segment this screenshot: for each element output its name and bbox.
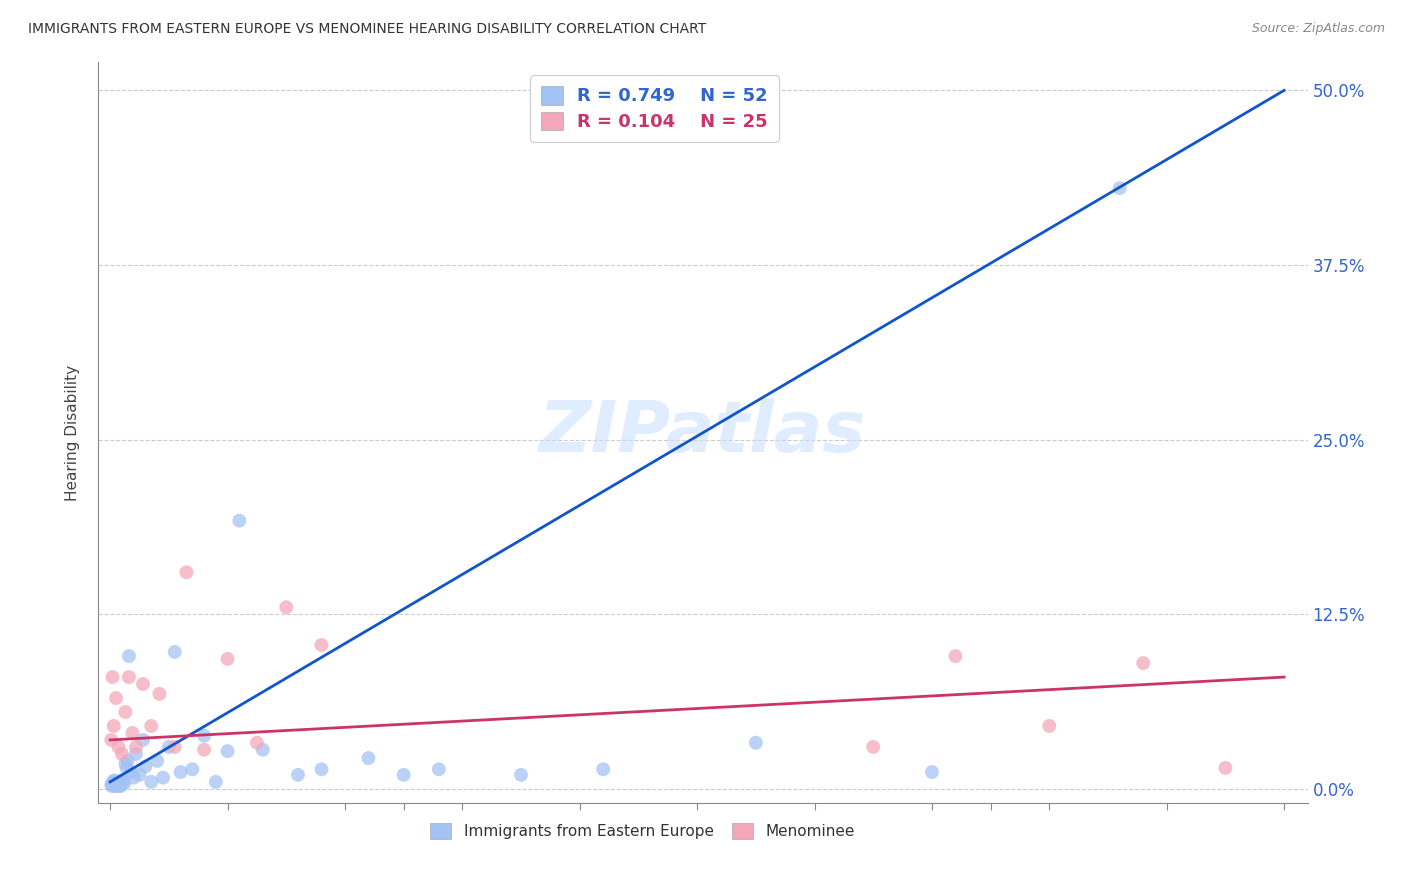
Point — [105, 691, 128, 706]
Point — [111, 773, 134, 788]
Point — [193, 729, 215, 743]
Point — [100, 778, 122, 792]
Point — [105, 776, 128, 790]
Point — [252, 742, 274, 756]
Point — [132, 677, 155, 691]
Point — [1215, 761, 1237, 775]
Point — [181, 762, 204, 776]
Point — [107, 739, 129, 754]
Point — [108, 776, 131, 790]
Point — [105, 775, 128, 789]
Point — [217, 744, 239, 758]
Point — [100, 733, 122, 747]
Point — [1132, 656, 1154, 670]
Point — [121, 726, 143, 740]
Point — [125, 747, 148, 761]
Point — [115, 761, 138, 775]
Point — [110, 779, 132, 793]
Point — [134, 759, 156, 773]
Point — [103, 778, 125, 792]
Point — [101, 775, 124, 789]
Legend: Immigrants from Eastern Europe, Menominee: Immigrants from Eastern Europe, Menomine… — [422, 815, 863, 847]
Text: ZIPatlas: ZIPatlas — [540, 398, 866, 467]
Point — [132, 733, 155, 747]
Point — [104, 776, 127, 790]
Point — [117, 754, 139, 768]
Point — [276, 600, 298, 615]
Point — [141, 719, 163, 733]
Point — [107, 779, 129, 793]
Point — [311, 762, 333, 776]
Point — [862, 739, 884, 754]
Point — [101, 776, 124, 790]
Text: Source: ZipAtlas.com: Source: ZipAtlas.com — [1251, 22, 1385, 36]
Point — [510, 768, 533, 782]
Point — [287, 768, 309, 782]
Point — [311, 638, 333, 652]
Point — [217, 652, 239, 666]
Point — [152, 771, 174, 785]
Point — [104, 779, 127, 793]
Point — [163, 645, 186, 659]
Point — [107, 778, 129, 792]
Point — [427, 762, 450, 776]
Point — [105, 778, 128, 792]
Point — [103, 719, 125, 733]
Point — [128, 768, 150, 782]
Point — [193, 742, 215, 756]
Point — [921, 765, 943, 780]
Text: IMMIGRANTS FROM EASTERN EUROPE VS MENOMINEE HEARING DISABILITY CORRELATION CHART: IMMIGRANTS FROM EASTERN EUROPE VS MENOMI… — [28, 22, 706, 37]
Point — [392, 768, 415, 782]
Point — [111, 747, 134, 761]
Point — [1038, 719, 1060, 733]
Point — [945, 649, 967, 664]
Point — [141, 775, 163, 789]
Point — [108, 778, 131, 792]
Point — [1108, 181, 1130, 195]
Point — [118, 649, 141, 664]
Point — [163, 739, 186, 754]
Point — [157, 739, 180, 754]
Point — [745, 736, 768, 750]
Point — [112, 776, 135, 790]
Point — [112, 775, 135, 789]
Point — [246, 736, 269, 750]
Point — [357, 751, 380, 765]
Point — [148, 687, 170, 701]
Y-axis label: Hearing Disability: Hearing Disability — [65, 365, 80, 500]
Point — [114, 756, 136, 771]
Point — [108, 775, 131, 789]
Point — [118, 670, 141, 684]
Point — [114, 705, 136, 719]
Point — [146, 754, 169, 768]
Point — [204, 775, 226, 789]
Point — [592, 762, 614, 776]
Point — [228, 514, 250, 528]
Point — [122, 771, 145, 785]
Point — [103, 773, 125, 788]
Point — [120, 765, 142, 780]
Point — [176, 566, 198, 580]
Point — [101, 779, 124, 793]
Point — [101, 670, 124, 684]
Point — [125, 739, 148, 754]
Point — [169, 765, 191, 780]
